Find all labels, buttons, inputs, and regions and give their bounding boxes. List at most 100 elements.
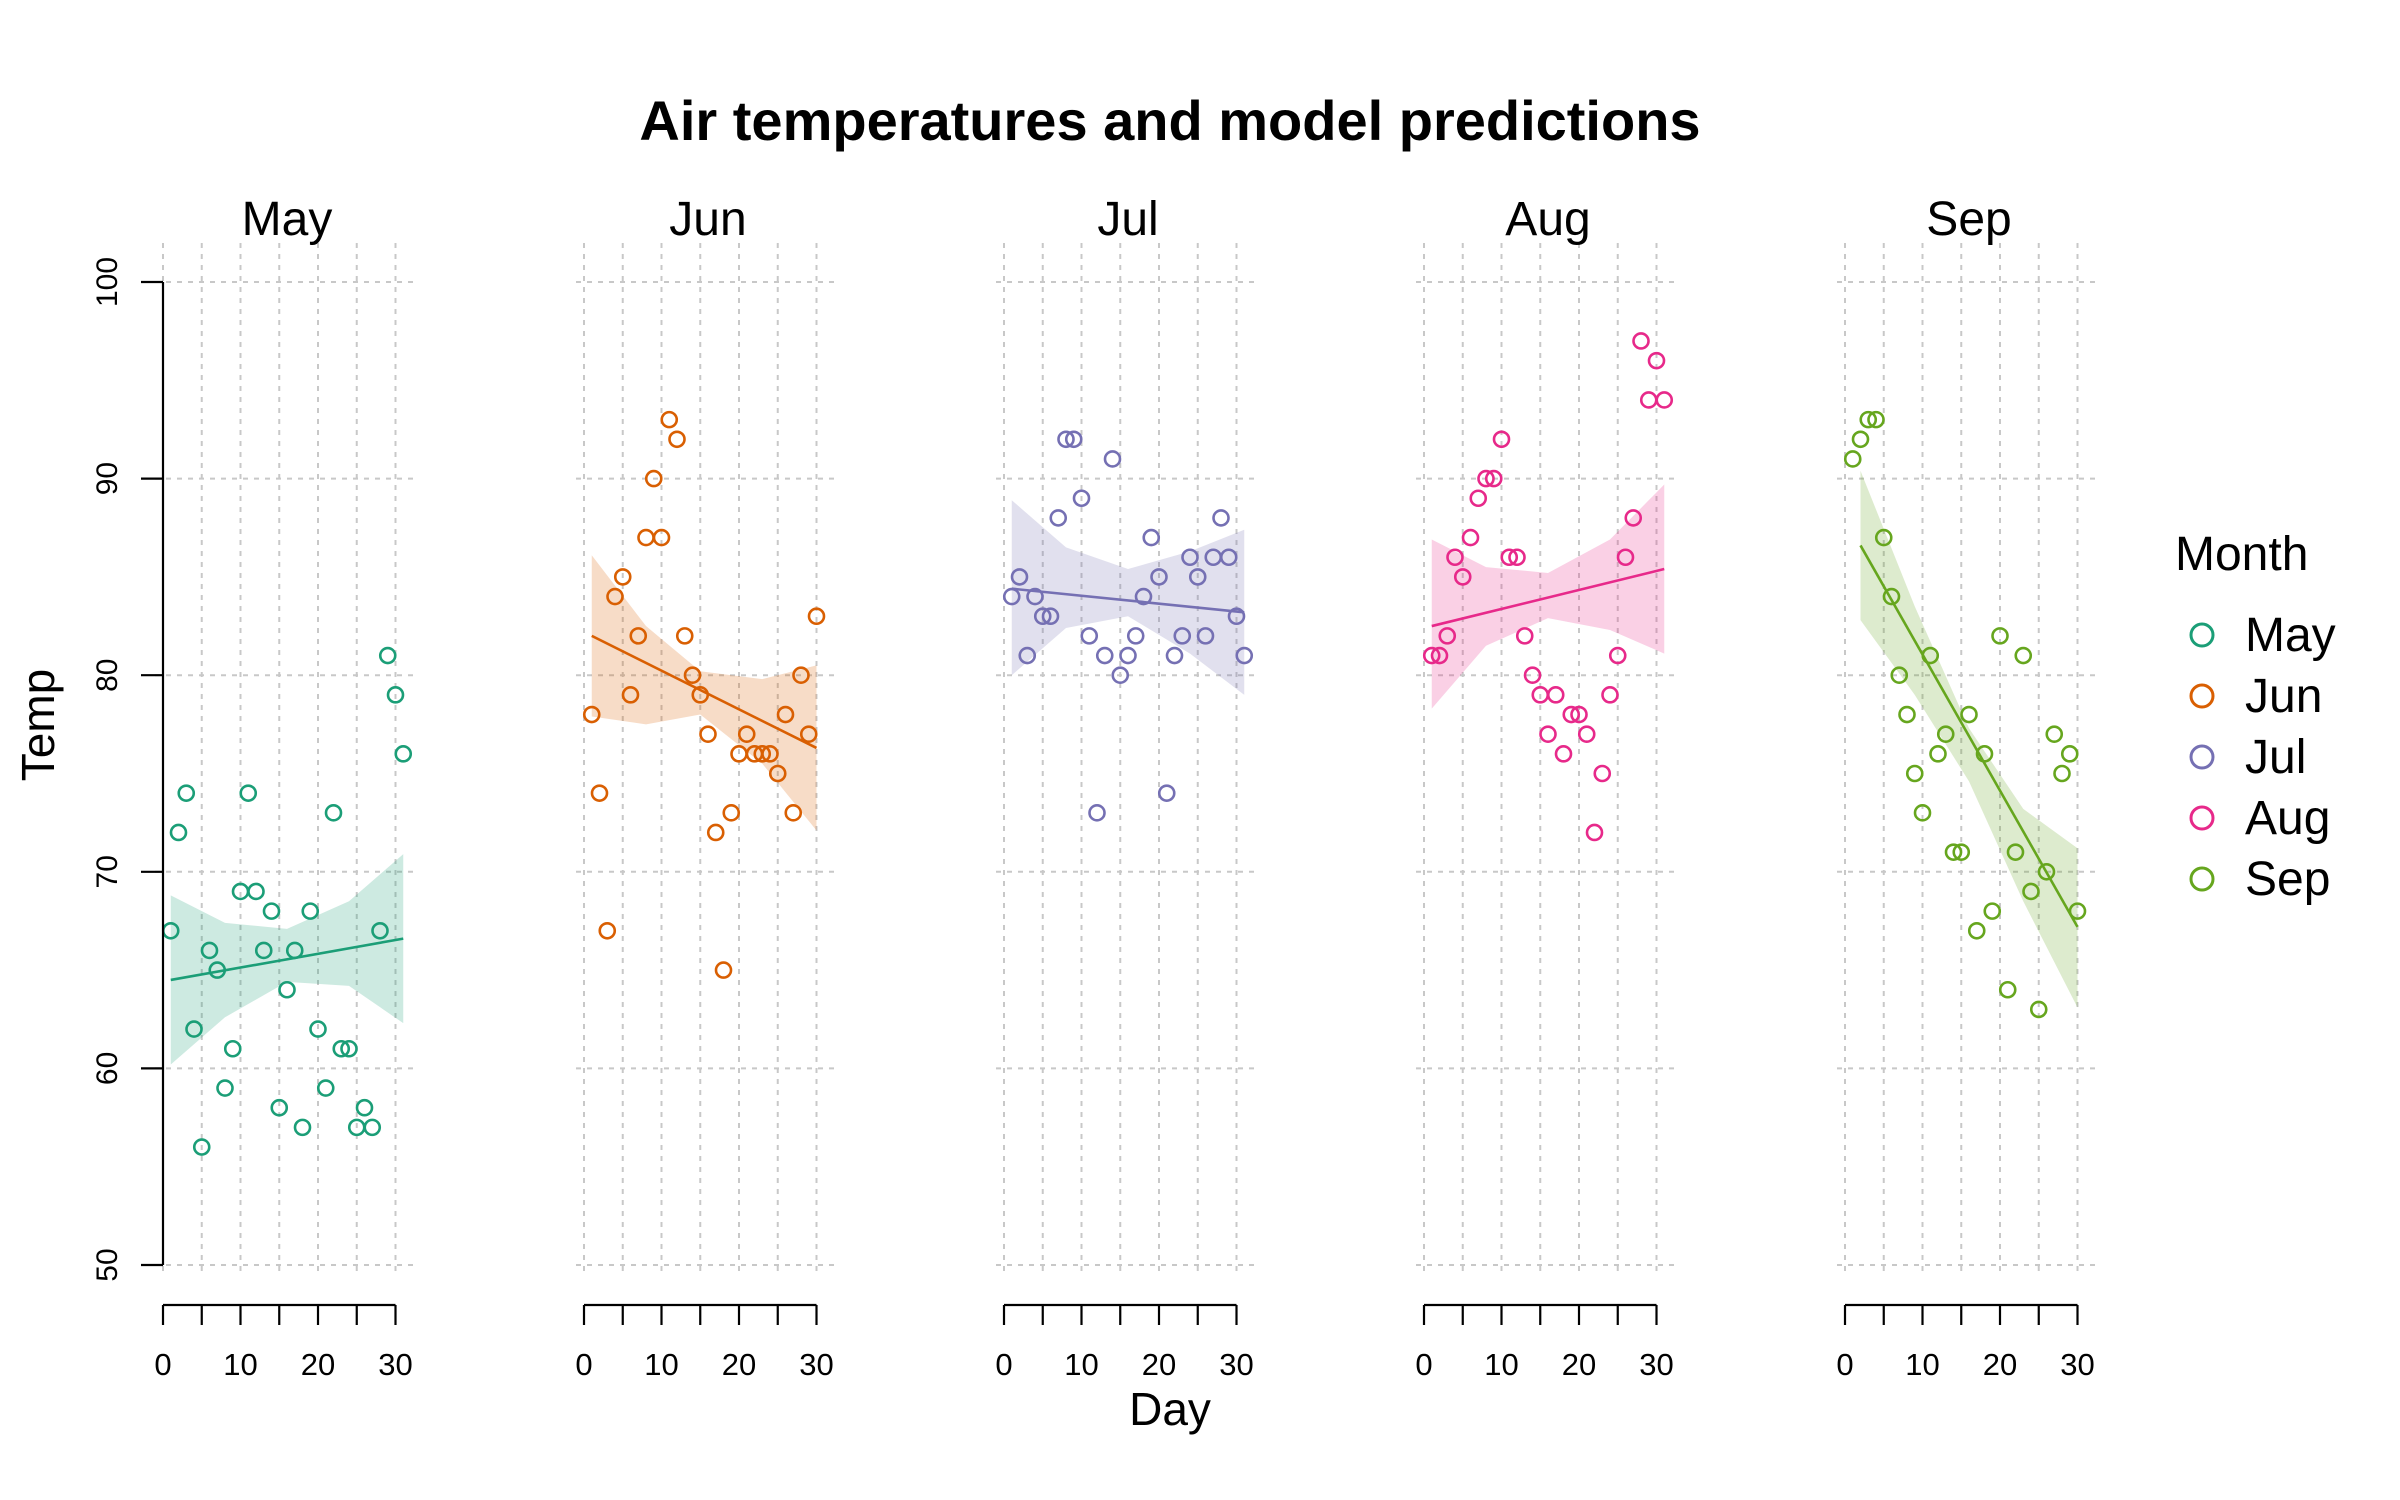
data-point	[1913, 804, 1932, 822]
data-point	[792, 666, 810, 685]
data-point	[1103, 450, 1122, 468]
data-point	[1593, 764, 1612, 783]
data-point	[301, 902, 320, 920]
data-point	[2068, 902, 2087, 920]
data-point	[1111, 666, 1130, 685]
data-point	[1570, 705, 1588, 724]
data-point	[1018, 646, 1037, 665]
legend-marker	[2189, 866, 2215, 892]
data-point	[1991, 627, 2009, 645]
data-point	[2053, 764, 2071, 783]
data-point	[355, 1098, 374, 1117]
legend-label: Sep	[2245, 853, 2330, 906]
grid	[996, 243, 1255, 1277]
data-point	[590, 784, 609, 802]
data-point	[737, 725, 756, 743]
data-point	[1212, 509, 1230, 527]
data-point	[2006, 843, 2025, 861]
data-point	[386, 686, 405, 704]
legend-marker	[2189, 744, 2215, 770]
data-point	[1484, 469, 1503, 488]
facet-panel-aug: Aug 0 10 20 30	[1415, 193, 1675, 1382]
data-point	[606, 587, 624, 606]
data-point	[1608, 646, 1627, 665]
data-point	[324, 804, 343, 822]
data-point	[722, 804, 741, 822]
x-tick-label: 20	[1562, 1347, 1596, 1382]
data-point	[1874, 528, 1893, 547]
x-tick-label: 30	[1639, 1347, 1673, 1382]
data-point	[1523, 666, 1542, 685]
data-point	[1905, 764, 1924, 783]
x-tick-label: 10	[1905, 1347, 1939, 1382]
data-point	[1026, 587, 1044, 606]
data-point	[1998, 980, 2017, 999]
data-point	[1944, 843, 1963, 861]
data-point	[1422, 646, 1441, 665]
x-tick-label: 20	[1983, 1347, 2017, 1382]
legend-label: Jun	[2245, 670, 2322, 723]
x-tick-label: 10	[644, 1347, 678, 1382]
data-point	[637, 528, 655, 547]
data-point	[1150, 568, 1168, 586]
data-point	[652, 528, 671, 547]
data-point	[613, 568, 632, 586]
data-point	[223, 1039, 242, 1058]
data-point	[1585, 823, 1604, 842]
data-point	[714, 961, 733, 979]
data-point	[1898, 705, 1916, 724]
data-point	[278, 980, 296, 999]
data-point	[1142, 528, 1161, 547]
data-point	[1983, 902, 2002, 920]
data-point	[1632, 332, 1650, 350]
data-point	[1562, 705, 1581, 724]
data-point	[285, 941, 304, 960]
x-tick-label: 0	[1415, 1347, 1432, 1382]
data-point	[2022, 882, 2040, 901]
data-point	[1134, 587, 1153, 606]
data-point	[1235, 646, 1254, 665]
data-point	[1453, 568, 1472, 586]
grid	[1837, 243, 2096, 1277]
data-point	[776, 705, 795, 724]
data-point	[394, 745, 413, 763]
facet-panel-sep: Sep 0 10 20 30	[1836, 193, 2096, 1382]
x-axis-label: Day	[1129, 1383, 1211, 1435]
data-point	[309, 1020, 327, 1038]
data-point	[1461, 528, 1480, 547]
legend: Month May Jun Jul Aug Sep	[2175, 528, 2336, 906]
data-point	[1624, 509, 1643, 527]
legend-label: Aug	[2245, 792, 2330, 845]
data-point	[691, 686, 710, 704]
data-point	[621, 686, 640, 704]
data-point	[1639, 391, 1658, 409]
data-point	[1616, 548, 1635, 567]
data-point	[807, 607, 826, 626]
panel-title: Aug	[1505, 193, 1590, 246]
x-tick-label: 10	[1064, 1347, 1098, 1382]
data-point	[1508, 548, 1526, 567]
legend-entry-may: May	[2189, 609, 2336, 662]
data-point	[1601, 686, 1619, 704]
grid	[576, 243, 835, 1277]
y-tick-label: 100	[91, 257, 124, 307]
legend-entry-sep: Sep	[2189, 853, 2330, 906]
data-point	[768, 764, 787, 783]
data-point	[1438, 627, 1457, 645]
x-tick-label: 20	[301, 1347, 335, 1382]
data-point	[1960, 705, 1978, 724]
x-tick-label: 30	[799, 1347, 833, 1382]
x-tick-label: 30	[2060, 1347, 2094, 1382]
data-point	[1010, 568, 1029, 586]
legend-marker	[2189, 683, 2215, 709]
data-point	[1064, 430, 1083, 449]
data-point	[185, 1020, 203, 1038]
chart-title: Air temperatures and model predictions	[639, 89, 1700, 152]
data-point	[1477, 469, 1495, 488]
data-point	[1655, 391, 1674, 409]
panel-title: Jul	[1097, 193, 1158, 246]
data-point	[1157, 784, 1176, 802]
data-point	[598, 921, 617, 940]
data-point	[1095, 646, 1114, 665]
data-point	[247, 882, 265, 901]
